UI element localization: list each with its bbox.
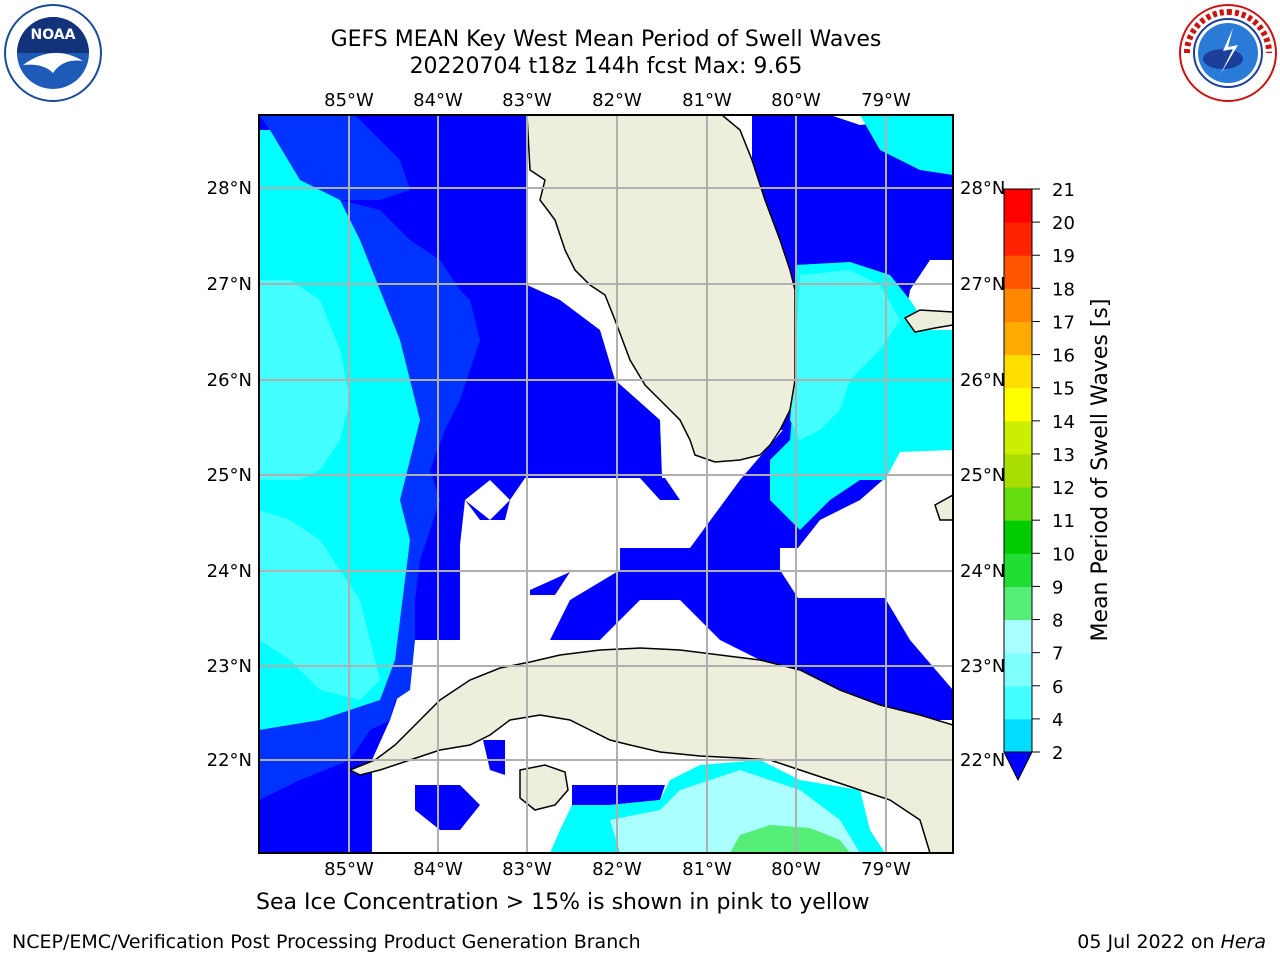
cyan-band-east-light	[790, 270, 900, 440]
blue-west-cuba	[483, 740, 505, 775]
colorbar-segment	[1004, 321, 1032, 356]
map-field	[259, 115, 953, 853]
colorbar-tick-label: 7	[1052, 644, 1063, 665]
footer-credit: NCEP/EMC/Verification Post Processing Pr…	[12, 931, 641, 953]
colorbar-tick-label: 16	[1052, 346, 1075, 367]
colorbar-tick-label: 12	[1052, 478, 1075, 499]
colorbar-segment	[1004, 288, 1032, 322]
lat-label-left: 24°N	[207, 561, 252, 582]
colorbar-frame	[1003, 188, 1033, 753]
lon-label-top: 80°W	[771, 90, 821, 111]
colorbar-tick-label: 8	[1052, 611, 1063, 632]
colorbar-segment	[1004, 387, 1032, 422]
lon-label-bottom: 83°W	[502, 859, 552, 880]
colorbar-tick-label: 10	[1052, 544, 1075, 565]
sea-ice-note: Sea Ice Concentration > 15% is shown in …	[256, 890, 870, 915]
lon-label-bottom: 84°W	[413, 859, 463, 880]
lon-label-top: 83°W	[502, 90, 552, 111]
colorbar-tick-label: 15	[1052, 379, 1075, 400]
colorbar-tick-label: 11	[1052, 511, 1075, 532]
florida-landmass	[526, 115, 796, 463]
colorbar-segment	[1004, 222, 1032, 256]
nws-logo-icon	[1179, 4, 1277, 102]
colorbar-tick-label: 2	[1052, 743, 1063, 764]
lat-label-right: 24°N	[960, 561, 1005, 582]
colorbar-tick-label: 19	[1052, 246, 1075, 267]
lon-label-bottom: 82°W	[592, 859, 642, 880]
colorbar-tick-label: 9	[1052, 577, 1063, 598]
lat-label-right: 22°N	[960, 750, 1005, 771]
axis-labels: 85°W 85°W 84°W 84°W 83°W 83°W 82°W 82°W 81°W 81°W…	[207, 90, 1006, 880]
lat-label-left: 26°N	[207, 370, 252, 391]
lon-label-top: 85°W	[324, 90, 374, 111]
patch-blue	[259, 115, 410, 200]
blue-ne-patch	[890, 228, 930, 270]
footer-host: Hera	[1220, 931, 1266, 953]
bahamas-grand	[903, 309, 953, 333]
colorbar-segment	[1004, 520, 1032, 554]
lon-label-bottom: 81°W	[682, 859, 732, 880]
bahamas-andros	[934, 494, 953, 521]
colorbar-tick-label: 4	[1052, 710, 1063, 731]
colorbar-segment	[1004, 718, 1032, 753]
chart-title-line2: 20220704 t18z 144h fcst Max: 9.65	[409, 54, 803, 79]
colorbar-tick-label: 14	[1052, 412, 1075, 433]
blue-isle-patch	[415, 785, 480, 830]
colorbar-segment	[1004, 453, 1032, 488]
colorbar-tick-label: 21	[1052, 180, 1075, 201]
cyan-ne	[860, 115, 953, 175]
lat-label-left: 28°N	[207, 178, 252, 199]
lat-label-right: 23°N	[960, 656, 1005, 677]
lat-label-right: 25°N	[960, 465, 1005, 486]
caribbean-green	[730, 825, 850, 853]
lon-label-top: 82°W	[592, 90, 642, 111]
colorbar-label: Mean Period of Swell Waves [s]	[1088, 299, 1113, 642]
footer-date: 05 Jul 2022 on Hera	[1077, 931, 1266, 953]
colorbar-segment	[1004, 619, 1032, 654]
white-hole	[465, 480, 510, 520]
lon-label-top: 81°W	[682, 90, 732, 111]
lat-label-left: 27°N	[207, 274, 252, 295]
isle-of-youth	[519, 764, 569, 811]
lon-label-top: 79°W	[861, 90, 911, 111]
colorbar-tick-label: 13	[1052, 445, 1075, 466]
caribbean-blue	[572, 785, 665, 805]
colorbar-segment	[1004, 487, 1032, 521]
colorbar-segment	[1004, 354, 1032, 389]
blue-keys-east	[640, 478, 680, 500]
colorbar-segment	[1004, 586, 1032, 621]
lat-label-right: 27°N	[960, 274, 1005, 295]
lon-label-bottom: 79°W	[861, 859, 911, 880]
colorbar-segment	[1004, 685, 1032, 720]
graticule	[259, 115, 953, 853]
colorbar-segment	[1004, 189, 1032, 223]
noaa-logo-text: NOAA	[31, 27, 76, 43]
colorbar: 2 4 6 7 8 9 10 11 12 13 14 15 16 17 18 19 20 21	[1003, 180, 1075, 782]
map-frame	[258, 114, 954, 854]
lat-label-left: 22°N	[207, 750, 252, 771]
colorbar-tick-label: 6	[1052, 677, 1063, 698]
blue-straits-small	[530, 572, 570, 595]
colorbar-segment	[1004, 553, 1032, 587]
lon-label-top: 84°W	[413, 90, 463, 111]
colorbar-tick-label: 20	[1052, 213, 1075, 234]
chart-title-line1: GEFS MEAN Key West Mean Period of Swell …	[330, 27, 882, 52]
colorbar-extend-arrow	[1003, 751, 1033, 782]
lat-label-left: 25°N	[207, 465, 252, 486]
noaa-logo-icon: NOAA	[4, 4, 102, 102]
lat-label-right: 26°N	[960, 370, 1005, 391]
colorbar-segment	[1004, 255, 1032, 289]
colorbar-segment	[1004, 652, 1032, 687]
lon-label-bottom: 85°W	[324, 859, 374, 880]
colorbar-segment	[1004, 420, 1032, 455]
colorbar-tick-label: 17	[1052, 312, 1075, 333]
footer-date-text: 05 Jul 2022 on	[1077, 931, 1221, 953]
lat-label-right: 28°N	[960, 178, 1005, 199]
colorbar-tick-label: 18	[1052, 279, 1075, 300]
lat-label-left: 23°N	[207, 656, 252, 677]
lon-label-bottom: 80°W	[771, 859, 821, 880]
cuba-landmass	[348, 647, 953, 853]
